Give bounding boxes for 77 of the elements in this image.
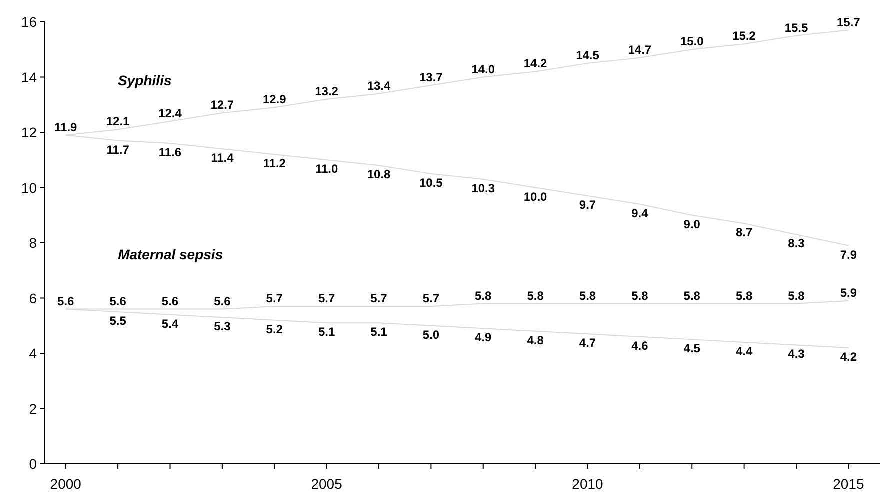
annotation: Maternal sepsis [118,246,224,262]
data-label: 5.3 [214,320,232,334]
data-label: 4.2 [840,350,858,364]
data-label: 5.1 [318,325,336,340]
data-label: 4.4 [736,344,753,358]
y-tick-label: 12 [21,124,38,140]
data-label: 5.9 [840,286,858,300]
x-tick-label: 2005 [311,476,343,492]
x-tick-label: 2015 [833,476,864,492]
data-label: 5.7 [318,292,336,306]
data-label: 12.7 [210,98,234,112]
data-label: 11.6 [158,146,182,160]
data-label: 4.8 [527,333,544,348]
y-tick-label: 8 [29,235,38,251]
data-label: 10.3 [472,181,496,196]
data-label: 12.9 [262,92,287,107]
annotation: Syphilis [118,72,172,88]
data-label: 12.1 [106,114,130,129]
y-tick-label: 14 [21,69,38,86]
data-label: 12.4 [158,106,182,120]
data-label: 5.7 [266,292,284,306]
data-label: 5.6 [110,294,127,308]
data-label: 5.8 [475,288,492,303]
data-label: 5.7 [370,292,388,306]
data-label: 11.7 [106,142,130,157]
data-label: 5.6 [162,294,179,308]
data-label: 11.2 [263,156,286,171]
data-label: 11.0 [315,162,338,176]
y-tick-label: 0 [29,456,38,472]
x-tick-label: 2000 [50,476,82,492]
data-label: 13.4 [367,78,391,93]
data-label: 5.8 [632,288,649,303]
data-label: 8.7 [736,226,753,240]
data-label: 14.7 [628,42,652,57]
data-label: 5.8 [684,288,701,303]
data-label: 13.2 [315,84,339,98]
y-tick-label: 2 [29,400,38,417]
data-label: 5.0 [422,328,440,342]
data-label: 14.5 [576,48,600,62]
data-label: 5.7 [422,292,440,306]
data-label: 4.7 [579,336,596,350]
data-label: 10.5 [420,176,444,190]
data-label: 4.5 [684,342,701,356]
data-label: 11.4 [211,151,234,166]
y-tick-label: 10 [21,180,38,196]
data-label: 4.3 [788,347,806,362]
y-tick-label: 4 [29,346,38,362]
data-label: 5.6 [214,294,232,308]
data-label: 7.9 [840,248,858,262]
data-label: 5.2 [266,322,284,336]
data-label: 13.7 [420,70,444,85]
data-label: 11.9 [54,120,78,134]
data-label: 10.8 [367,168,391,182]
data-label: 15.7 [837,15,861,30]
data-label: 5.5 [110,314,127,328]
data-label: 9.0 [684,217,701,232]
data-label: 15.5 [784,20,808,35]
data-label: 9.4 [632,206,649,220]
data-label: 14.2 [524,56,548,71]
data-label: 5.4 [162,316,179,331]
data-label: 4.9 [475,330,492,345]
data-label: 5.8 [788,288,806,303]
data-label: 15.0 [680,34,704,49]
y-tick-label: 16 [21,14,38,30]
data-label: 15.2 [732,29,756,44]
data-label: 14.0 [472,62,496,76]
x-tick-label: 2010 [572,476,604,492]
data-label: 10.0 [524,190,548,204]
data-label: 5.8 [527,288,544,303]
data-label: 5.8 [579,288,596,303]
data-label: 4.6 [632,338,649,353]
y-tick-label: 6 [29,290,38,306]
data-label: 5.6 [58,294,75,308]
data-label: 9.7 [579,198,596,212]
data-label: 5.8 [736,288,753,303]
data-label: 5.1 [370,325,388,340]
data-label: 8.3 [788,236,806,251]
